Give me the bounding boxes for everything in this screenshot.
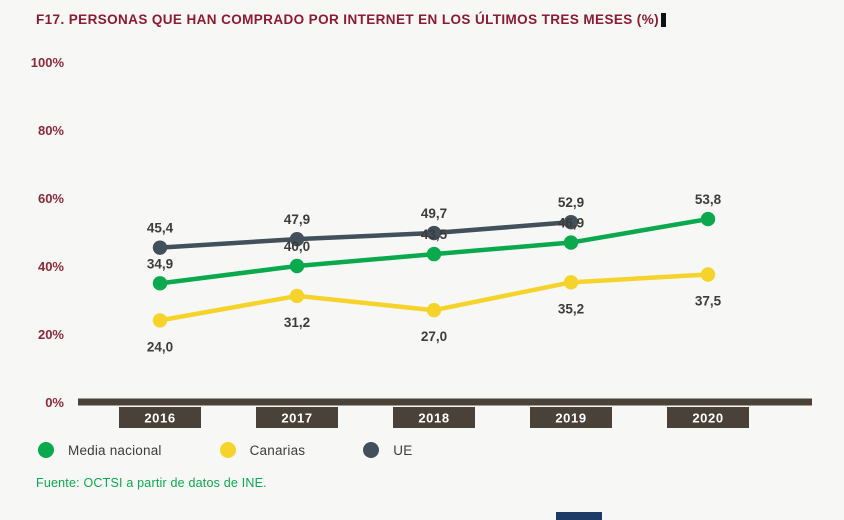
- data-label-media-nacional-2018: 43,5: [421, 227, 448, 242]
- legend-dot-canarias: [219, 442, 236, 458]
- legend-label-canarias: Canarias: [249, 442, 306, 458]
- chart-header: F17. PERSONAS QUE HAN COMPRADO POR INTER…: [36, 12, 667, 27]
- data-label-ue-2018: 49,7: [421, 206, 447, 221]
- data-label-ue-2016: 45,4: [147, 221, 174, 236]
- year-label-2016: 2016: [144, 411, 175, 426]
- series-point-ue-2019: [563, 214, 579, 230]
- data-label-ue-2017: 47,9: [284, 212, 310, 227]
- series-point-media-nacional-2018: [426, 246, 442, 262]
- y-axis-tick-40%: 40%: [38, 259, 64, 274]
- data-label-canarias-2016: 24,0: [147, 339, 173, 354]
- legend-item-media-nacional: Media nacional: [38, 442, 162, 458]
- source-note: Fuente: OCTSI a partir de datos de INE.: [36, 476, 267, 490]
- series-point-media-nacional-2019: [563, 235, 579, 250]
- series-point-canarias-2018: [426, 303, 442, 318]
- series-point-canarias-2017: [289, 288, 305, 304]
- year-label-2018: 2018: [418, 411, 449, 426]
- year-label-2019: 2019: [555, 411, 586, 426]
- y-axis-tick-0%: 0%: [45, 395, 64, 410]
- data-label-media-nacional-2019: 46,9: [558, 216, 584, 231]
- line-chart: 0% 20% 40% 60% 80% 100% 2016 2017 2018 2019 2020 45…: [0, 30, 844, 430]
- y-axis-tick-60%: 60%: [38, 191, 64, 206]
- series-point-ue-2016: [152, 240, 168, 255]
- year-box-2019: [530, 407, 612, 428]
- series-point-media-nacional-2016: [152, 276, 168, 291]
- legend-label-ue: UE: [393, 442, 413, 458]
- year-label-2020: 2020: [692, 411, 723, 426]
- legend-dot-ue: [363, 442, 380, 458]
- y-axis-tick-20%: 20%: [38, 327, 64, 342]
- y-axis-tick-80%: 80%: [38, 123, 64, 138]
- chart-title: F17. PERSONAS QUE HAN COMPRADO POR INTER…: [36, 12, 660, 27]
- data-label-ue-2019: 52,9: [558, 195, 584, 210]
- year-box-2018: [393, 407, 475, 428]
- series-point-ue-2017: [289, 231, 305, 247]
- data-label-canarias-2017: 31,2: [284, 315, 310, 330]
- series-point-ue-2018: [426, 225, 442, 241]
- data-label-canarias-2020: 37,5: [695, 294, 722, 309]
- year-label-2017: 2017: [281, 411, 312, 426]
- series-point-media-nacional-2017: [289, 258, 305, 274]
- series-point-media-nacional-2020: [700, 211, 716, 227]
- page-decoration-bar: [556, 512, 602, 520]
- data-label-media-nacional-2020: 53,8: [695, 192, 722, 207]
- series-point-canarias-2019: [563, 275, 579, 290]
- series-line-ue: [157, 219, 574, 250]
- data-label-canarias-2019: 35,2: [558, 301, 584, 316]
- year-box-2016: [119, 407, 201, 428]
- series-point-canarias-2020: [700, 267, 716, 282]
- y-axis-tick-100%: 100%: [31, 55, 65, 70]
- legend-item-ue: UE: [363, 442, 412, 458]
- legend-item-canarias: Canarias: [219, 442, 306, 458]
- data-label-canarias-2018: 27,0: [421, 329, 447, 344]
- line-chart-svg: 0% 20% 40% 60% 80% 100% 2016 2017 2018 2019 2020 45…: [31, 55, 812, 428]
- data-label-media-nacional-2016: 34,9: [147, 256, 173, 271]
- series-point-canarias-2016: [152, 313, 168, 328]
- year-box-2017: [256, 407, 338, 428]
- data-label-media-nacional-2017: 40,0: [284, 239, 310, 254]
- legend-dot-media-nacional: [38, 442, 54, 458]
- text-cursor: [661, 12, 667, 27]
- x-axis-bar: [78, 398, 812, 406]
- chart-legend: Media nacional Canarias UE: [38, 442, 412, 458]
- legend-label-media-nacional: Media nacional: [68, 442, 162, 458]
- year-box-2020: [667, 407, 749, 428]
